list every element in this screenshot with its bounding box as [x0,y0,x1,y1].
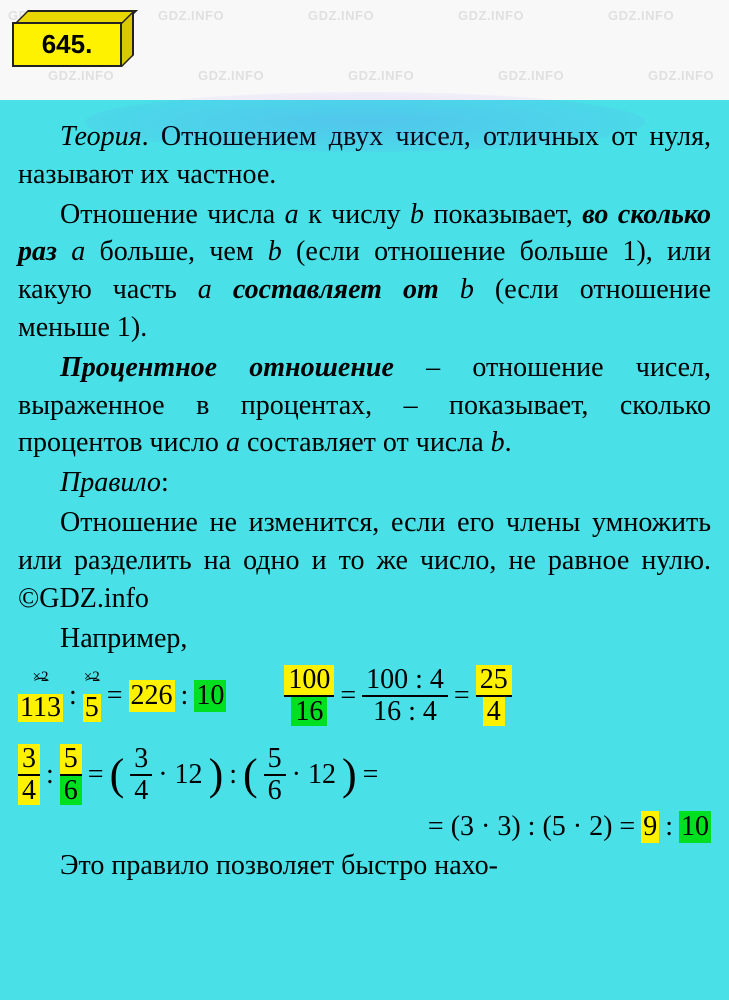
rule-label-line: Правило: [18,464,711,502]
example-label: Например, [18,623,711,655]
theory-paragraph-3: Процентное отношение – отноше­ние чисел,… [18,349,711,462]
theory-paragraph-2: Отношение числа a к числу b показы­вает,… [18,196,711,347]
tail-text: Это правило позволяет быстро нахо- [18,847,711,885]
equation-2: 100 16 = 100 : 4 16 : 4 = 25 4 [284,665,511,726]
equation-1: ×2 ⏜ 113 : ×2 ⏜ 5 = 226 : 10 [18,670,226,722]
theory-paragraph-1: Теория. Отношением двух чисел, от­личных… [18,118,711,194]
problem-number: 645. [12,22,122,67]
equation-row-1: ×2 ⏜ 113 : ×2 ⏜ 5 = 226 : 10 100 16 = 10… [18,665,711,726]
equation-3: 3 4 : 5 6 = ( 3 4 · 12 ) : ( 5 6 · 12 ) [18,744,378,805]
equation-3-result: = (3 · 3) : (5 · 2) = 9 : 10 [18,811,711,843]
equation-row-2: 3 4 : 5 6 = ( 3 4 · 12 ) : ( 5 6 · 12 ) [18,744,711,805]
theory-label: Теория [60,121,142,152]
problem-badge: 645. [10,10,135,70]
content-block: Теория. Отношением двух чисел, от­личных… [0,100,729,1000]
rule-text: Отношение не изменится, если его члены у… [18,504,711,617]
